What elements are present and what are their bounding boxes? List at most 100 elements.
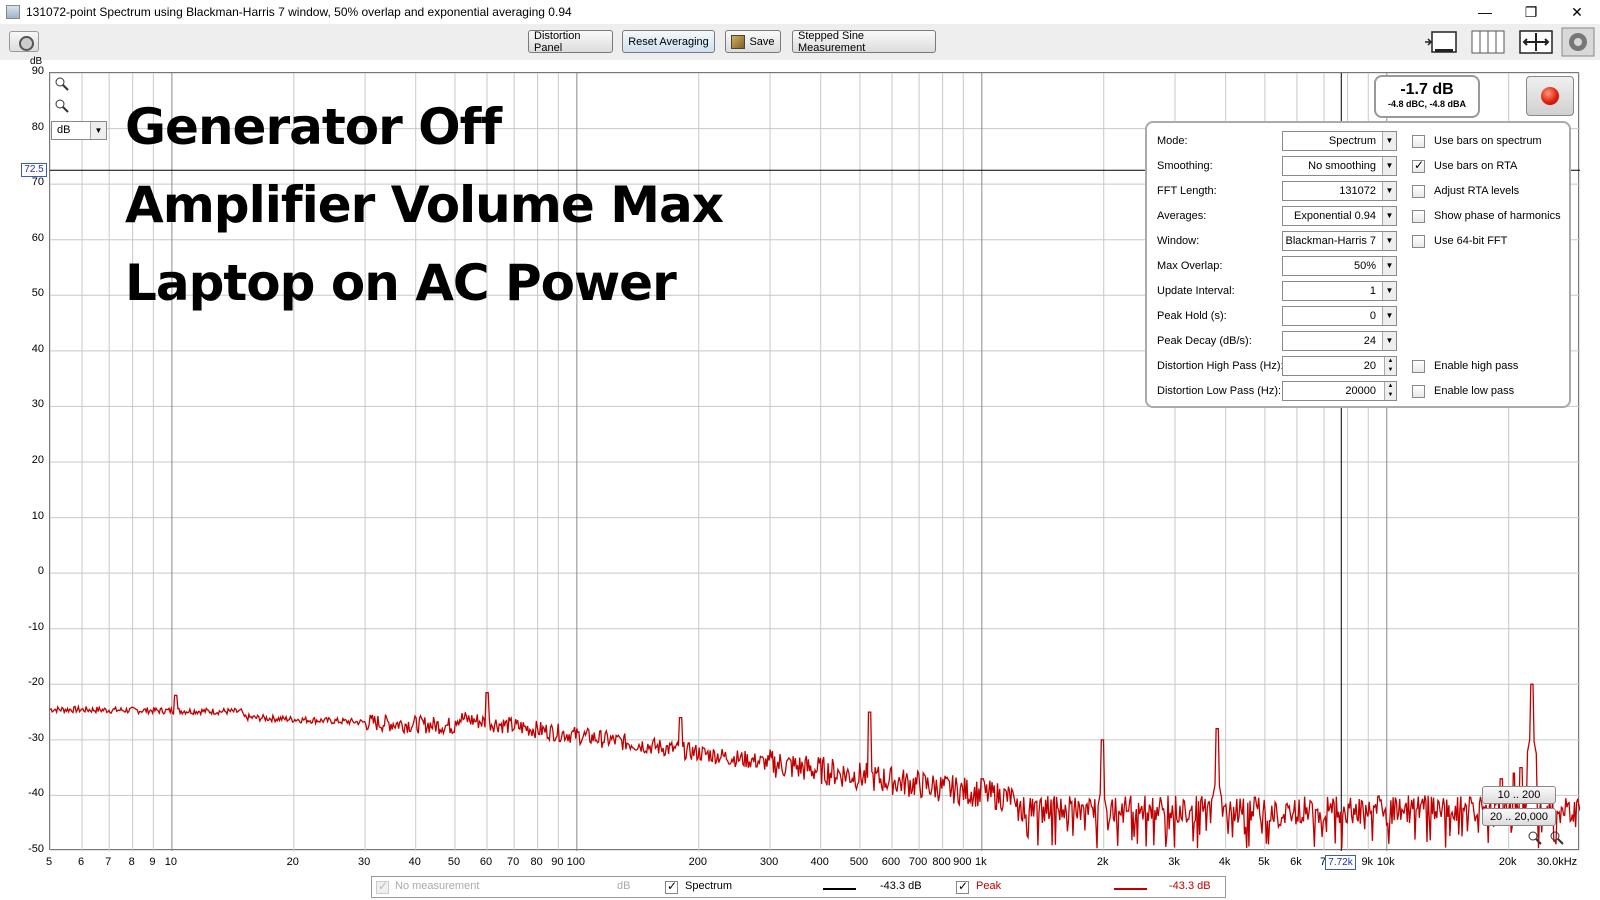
setting-label: FFT Length: <box>1157 185 1217 197</box>
peak-label: Peak <box>976 880 1002 892</box>
x-cursor-readout: 7.72k <box>1325 855 1356 870</box>
x-tick-label: 7 <box>105 856 112 868</box>
save-button[interactable]: Save <box>725 30 781 53</box>
annotation-line-3: Laptop on AC Power <box>125 254 677 312</box>
spectrum-line-swatch <box>823 888 856 890</box>
setting-checkbox[interactable]: Adjust RTA levels <box>1412 181 1519 201</box>
checkbox-box <box>1412 234 1425 248</box>
peak-checkbox[interactable] <box>956 879 969 894</box>
spinner-icon: ▲ ▼ <box>1384 357 1396 375</box>
checkbox-label: Adjust RTA levels <box>1434 185 1520 197</box>
title-bar: 131072-point Spectrum using Blackman-Har… <box>0 0 1600 24</box>
x-tick-label: 30 <box>357 856 371 868</box>
setting-control[interactable]: 131072 ▼ <box>1282 181 1397 201</box>
stepped-sine-button[interactable]: Stepped Sine Measurement <box>792 30 936 54</box>
setting-control[interactable]: 50% ▼ <box>1282 256 1397 276</box>
x-tick-label: 9 <box>149 856 156 868</box>
range-20-20000-button[interactable]: 20 .. 20,000 <box>1482 808 1556 826</box>
chevron-down-icon: ▼ <box>1382 182 1396 200</box>
minimize-button[interactable]: — <box>1478 4 1492 20</box>
record-button[interactable] <box>1526 76 1574 116</box>
setting-checkbox[interactable]: Show phase of harmonics <box>1412 206 1561 226</box>
no-measurement-checkbox[interactable] <box>376 879 389 894</box>
setting-checkbox[interactable]: Use bars on RTA <box>1412 156 1517 176</box>
setting-label: Window: <box>1157 235 1200 247</box>
setting-label: Distortion Low Pass (Hz): <box>1157 385 1282 397</box>
checkbox-box <box>1412 384 1425 398</box>
x-tick-label: 20 <box>286 856 299 868</box>
x-zoom-out-icon[interactable] <box>1527 830 1543 846</box>
unit-select[interactable]: dB ▼ <box>51 121 107 140</box>
close-button[interactable]: ✕ <box>1571 3 1583 20</box>
checkbox-box <box>1412 134 1425 148</box>
zoom-out-icon[interactable] <box>54 98 70 114</box>
y-tick-label: -30 <box>28 731 44 744</box>
screen-layout-icon[interactable] <box>1422 27 1462 57</box>
chevron-down-icon: ▼ <box>90 122 106 139</box>
x-tick-label: 8 <box>128 856 135 868</box>
y-tick-label: 80 <box>31 120 44 133</box>
setting-control[interactable]: No smoothing ▼ <box>1282 156 1397 176</box>
y-tick-label: -50 <box>28 843 44 855</box>
chevron-down-icon: ▼ <box>1382 307 1396 325</box>
setting-control[interactable]: Spectrum ▼ <box>1282 131 1397 151</box>
x-zoom-in-icon[interactable] <box>1549 830 1565 846</box>
setting-control[interactable]: Exponential 0.94 ▼ <box>1282 206 1397 226</box>
fit-arrows-icon[interactable] <box>1516 27 1556 57</box>
setting-label: Distortion High Pass (Hz): <box>1157 360 1284 372</box>
setting-control[interactable]: Blackman-Harris 7 ▼ <box>1282 231 1397 251</box>
y-tick-label: 50 <box>31 287 44 300</box>
setting-checkbox[interactable]: Enable low pass <box>1412 381 1514 401</box>
camera-icon[interactable] <box>9 31 39 52</box>
y-tick-label: -10 <box>28 620 44 633</box>
gear-icon[interactable] <box>1560 27 1596 57</box>
setting-control[interactable]: 20 ▲ ▼ <box>1282 356 1397 376</box>
x-tick-label: 7 <box>1319 856 1327 868</box>
reset-averaging-button[interactable]: Reset Averaging <box>622 30 715 53</box>
distortion-panel-button[interactable]: Distortion Panel <box>528 30 613 54</box>
y-tick-label: 0 <box>37 565 44 578</box>
setting-label: Averages: <box>1157 210 1207 222</box>
setting-checkbox[interactable]: Enable high pass <box>1412 356 1518 376</box>
setting-label: Peak Decay (dB/s): <box>1157 335 1252 347</box>
checkbox-box <box>1412 209 1425 223</box>
range-10-200-button[interactable]: 10 .. 200 <box>1482 786 1556 804</box>
x-tick-label: 10 <box>164 856 178 868</box>
setting-checkbox[interactable]: Use 64-bit FFT <box>1412 231 1507 251</box>
chevron-down-icon: ▼ <box>1382 157 1396 175</box>
peak-line-swatch <box>1114 888 1147 890</box>
setting-value: 1 <box>1369 285 1376 297</box>
spectrum-checkbox[interactable] <box>665 879 678 894</box>
chevron-down-icon: ▼ <box>1382 207 1396 225</box>
x-tick-label: 300 <box>759 856 779 868</box>
setting-value: Spectrum <box>1328 135 1376 147</box>
x-tick-label: 400 <box>810 856 829 868</box>
x-tick-label: 90 <box>551 856 564 868</box>
setting-control[interactable]: 1 ▼ <box>1282 281 1397 301</box>
chevron-down-icon: ▼ <box>1382 257 1396 275</box>
y-tick-label: 10 <box>31 509 44 522</box>
setting-control[interactable]: 24 ▼ <box>1282 331 1397 351</box>
setting-control[interactable]: 20000 ▲ ▼ <box>1282 381 1397 401</box>
columns-icon[interactable] <box>1468 27 1508 57</box>
restore-button[interactable]: ❐ <box>1524 3 1538 20</box>
setting-label: Mode: <box>1157 135 1188 147</box>
setting-label: Max Overlap: <box>1157 260 1223 272</box>
spectrum-settings-panel: Mode: Spectrum ▼ Smoothing: No smoothing ▼ FFT… <box>1145 121 1571 408</box>
legend-bar: No measurement dB Spectrum -43.3 dB Peak… <box>371 876 1226 898</box>
setting-checkbox[interactable]: Use bars on spectrum <box>1412 131 1542 151</box>
save-label: Save <box>749 35 775 48</box>
y-tick-label: 90 <box>31 65 44 77</box>
x-tick-label: 200 <box>688 856 707 868</box>
checkbox-label: Use 64-bit FFT <box>1434 235 1508 247</box>
setting-value: 0 <box>1369 310 1376 322</box>
checkbox-box <box>1412 158 1425 173</box>
setting-control[interactable]: 0 ▼ <box>1282 306 1397 326</box>
x-tick-label: 3k <box>1168 856 1180 868</box>
x-tick-label: 40 <box>408 856 421 868</box>
spectrum-plot[interactable] <box>49 72 1580 851</box>
setting-value: No smoothing <box>1308 160 1376 172</box>
zoom-in-icon[interactable] <box>54 76 70 92</box>
checkbox-label: Enable high pass <box>1434 360 1519 372</box>
x-tick-label: 700 <box>908 856 928 868</box>
